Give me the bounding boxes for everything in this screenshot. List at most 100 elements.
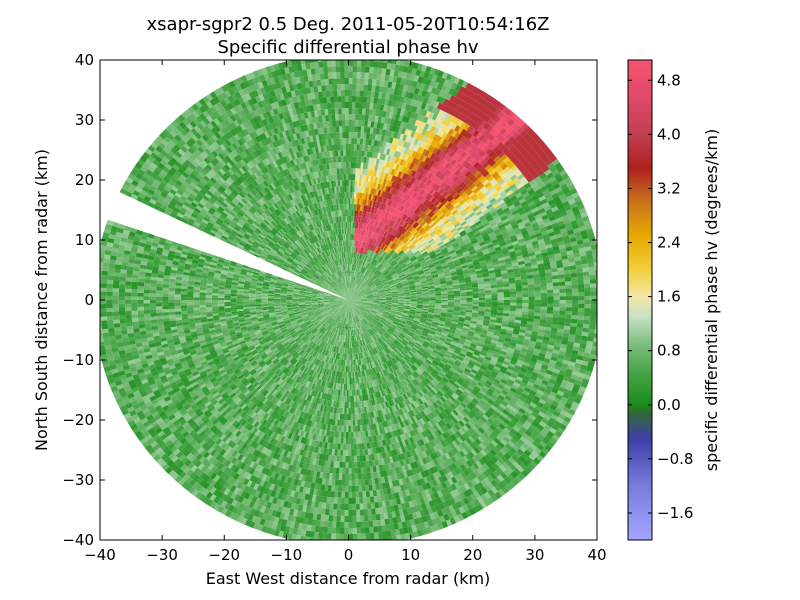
ppi-gate: [374, 164, 379, 171]
ppi-gate: [353, 270, 356, 277]
ppi-gate: [534, 293, 542, 298]
ppi-gate: [366, 256, 371, 263]
ppi-gate: [423, 300, 430, 302]
ppi-gate: [435, 142, 442, 150]
ppi-gate: [349, 222, 352, 229]
ppi-gate: [350, 288, 354, 295]
ppi-gate: [380, 159, 385, 167]
ppi-gate: [384, 211, 390, 218]
ppi-gate: [389, 87, 396, 95]
ppi-gate: [584, 295, 591, 301]
ppi-gate: [363, 248, 367, 255]
ppi-gate: [435, 300, 442, 302]
ppi-gate: [350, 258, 352, 265]
ppi-gate: [365, 236, 369, 243]
ppi-gate: [441, 91, 449, 99]
ppi-gate: [355, 168, 359, 175]
ppi-gate: [357, 234, 360, 241]
ppi-gate: [353, 276, 356, 283]
ppi-gate: [351, 138, 355, 145]
ppi-gate: [361, 150, 365, 157]
ppi-gate: [387, 161, 393, 169]
ppi-gate: [376, 221, 380, 228]
ppi-gate: [432, 127, 439, 135]
ppi-gate: [369, 251, 374, 257]
ppi-gate: [578, 296, 585, 301]
ppi-gate: [371, 133, 376, 141]
ppi-gate: [521, 284, 529, 289]
ppi-gate: [411, 68, 418, 76]
ppi-gate: [578, 303, 585, 309]
ppi-gate: [348, 294, 352, 300]
ppi-gate: [405, 135, 411, 143]
ppi-gate: [365, 211, 368, 218]
ppi-gate: [528, 300, 535, 304]
ppi-gate: [379, 196, 384, 204]
ppi-gate: [356, 271, 359, 278]
ppi-gate: [364, 205, 368, 212]
ppi-gate: [371, 252, 376, 259]
ppi-gate: [358, 240, 361, 247]
ppi-gate: [382, 86, 388, 94]
ppi-gate: [484, 304, 492, 308]
ppi-gate: [356, 271, 360, 278]
ppi-gate: [359, 90, 364, 97]
ppi-gate: [385, 225, 390, 232]
ppi-gate: [377, 183, 381, 190]
ppi-gate: [552, 313, 560, 318]
ppi-gate: [362, 267, 367, 274]
ppi-gate: [373, 67, 379, 74]
ppi-gate: [375, 128, 380, 135]
ppi-gate: [378, 209, 383, 216]
ppi-gate: [380, 236, 385, 243]
ppi-gate: [372, 252, 377, 259]
ppi-gate: [577, 276, 584, 281]
ppi-gate: [373, 170, 378, 177]
ppi-gate: [378, 222, 383, 229]
ppi-gate: [348, 294, 351, 300]
ppi-gate: [443, 105, 451, 113]
ppi-gate: [367, 230, 371, 237]
ppi-gate: [372, 245, 376, 252]
ppi-gate: [352, 276, 355, 283]
ppi-gate: [350, 246, 352, 253]
ppi-gate: [383, 60, 389, 63]
ppi-gate: [357, 120, 362, 127]
ppi-gate: [588, 270, 596, 276]
ppi-gate: [349, 288, 352, 295]
ppi-gate: [351, 108, 356, 115]
ppi-gate: [404, 187, 410, 195]
ppi-gate: [472, 302, 479, 305]
ppi-gate: [503, 305, 510, 309]
ppi-gate: [503, 286, 510, 290]
ppi-gate: [377, 241, 382, 248]
ppi-gate: [353, 252, 356, 259]
ppi-gate: [350, 252, 353, 259]
ppi-gate: [419, 141, 425, 148]
ppi-gate: [381, 223, 386, 230]
ppi-gate: [382, 197, 387, 205]
ppi-gate: [388, 149, 394, 156]
ppi-gate: [379, 80, 385, 87]
ppi-gate: [360, 126, 365, 133]
ppi-gate: [447, 107, 454, 115]
ppi-gate: [383, 160, 388, 167]
ppi-gate: [395, 209, 400, 217]
ppi-gate: [349, 276, 351, 283]
ppi-gate: [497, 294, 504, 298]
ppi-gate: [371, 251, 375, 258]
ppi-gate: [349, 264, 350, 271]
ppi-gate: [350, 288, 352, 295]
ppi-gate: [390, 143, 395, 151]
ppi-gate: [441, 301, 448, 304]
ppi-gate: [547, 306, 554, 311]
ppi-gate: [351, 222, 353, 229]
ppi-gate: [399, 178, 405, 185]
ppi-gate: [357, 272, 361, 278]
ppi-gate: [355, 277, 359, 284]
ppi-gate: [528, 287, 535, 292]
ppi-gate: [348, 294, 350, 300]
ppi-gate: [381, 190, 386, 198]
ppi-gate: [377, 208, 381, 215]
ppi-gate: [447, 121, 455, 129]
